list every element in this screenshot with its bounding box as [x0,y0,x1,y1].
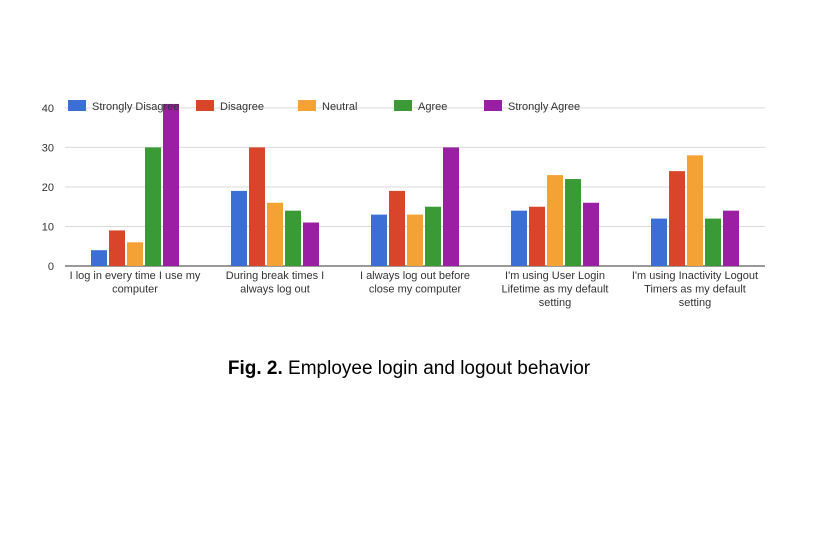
bar [407,214,423,266]
category-label: I always log out before [360,270,470,282]
figure-caption-text: Employee login and logout behavior [288,358,591,379]
bar [425,206,441,266]
figure-caption: Fig. 2. Employee login and logout behavi… [0,358,818,380]
category-label: setting [679,297,711,309]
y-tick-label: 40 [42,103,54,115]
legend-label: Neutral [322,101,357,113]
bar [669,171,685,266]
category-label: During break times I [226,270,324,282]
legend-swatch [484,100,502,111]
category-label: Lifetime as my default [502,284,609,296]
bar [723,210,739,266]
legend-swatch [298,100,316,111]
bar [163,103,179,266]
bar [687,155,703,266]
category-label: Timers as my default [644,284,746,296]
bar [651,218,667,266]
bar [389,190,405,266]
bar [145,147,161,266]
y-tick-label: 10 [42,221,54,233]
bar [583,202,599,266]
legend-label: Disagree [220,101,264,113]
category-label: close my computer [369,284,462,296]
category-label: setting [539,297,571,309]
category-label: I'm using User Login [505,270,605,282]
category-label: I log in every time I use my [70,270,201,282]
legend-swatch [68,100,86,111]
bar [529,206,545,266]
bar [285,210,301,266]
figure-label: Fig. 2. [227,358,283,379]
bar [267,202,283,266]
category-label: always log out [240,284,310,296]
bar [249,147,265,266]
legend-label: Strongly Disagree [92,101,179,113]
y-tick-label: 20 [42,182,54,194]
bar [705,218,721,266]
bar [511,210,527,266]
bar [443,147,459,266]
bar [371,214,387,266]
bar [127,242,143,266]
legend-swatch [196,100,214,111]
bar [231,190,247,266]
category-label: computer [112,284,158,296]
bar [303,222,319,266]
category-label: I'm using Inactivity Logout [632,270,758,282]
bar [565,179,581,266]
y-tick-label: 30 [42,142,54,154]
y-tick-label: 0 [48,261,54,273]
legend-label: Agree [418,101,447,113]
legend-swatch [394,100,412,111]
legend-label: Strongly Agree [508,101,580,113]
bar [91,250,107,266]
grouped-bar-chart: 0 10 20 30 40 I log in every time I use my com… [42,100,765,309]
bar [547,175,563,266]
bar [109,230,125,266]
